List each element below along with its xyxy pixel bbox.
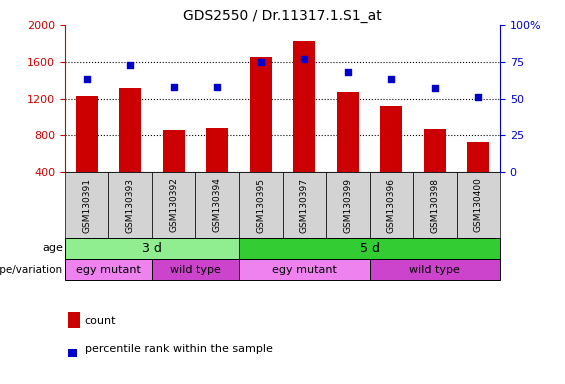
Point [82, 76, 92, 83]
Text: GSM130399: GSM130399 [344, 177, 352, 233]
Point [299, 56, 308, 62]
Bar [293, 41, 315, 172]
Bar [108, 172, 152, 238]
Bar [152, 172, 195, 238]
Text: GSM130393: GSM130393 [126, 177, 134, 233]
Bar [206, 128, 228, 172]
Title: GDS2550 / Dr.11317.1.S1_at: GDS2550 / Dr.11317.1.S1_at [183, 8, 382, 23]
Point [343, 69, 353, 75]
Text: egy mutant: egy mutant [272, 265, 337, 275]
Bar [65, 259, 152, 280]
Text: GSM130397: GSM130397 [300, 177, 308, 233]
Bar [467, 142, 489, 172]
Text: GSM130395: GSM130395 [257, 177, 265, 233]
Text: GSM130396: GSM130396 [387, 177, 396, 233]
Text: GSM130392: GSM130392 [170, 177, 178, 232]
Point [431, 85, 440, 91]
Bar [239, 238, 500, 259]
Text: wild type: wild type [409, 265, 460, 275]
Bar [413, 172, 457, 238]
Text: GSM130400: GSM130400 [474, 177, 483, 232]
Bar [424, 129, 446, 172]
Point [257, 59, 266, 65]
Bar [370, 259, 500, 280]
Text: GSM130398: GSM130398 [431, 177, 439, 233]
Point [170, 84, 179, 90]
Text: 5 d: 5 d [359, 242, 380, 255]
Bar [326, 172, 370, 238]
Point [126, 62, 135, 68]
Text: GSM130391: GSM130391 [82, 177, 91, 233]
Bar [239, 172, 282, 238]
Text: 3 d: 3 d [142, 242, 162, 255]
Bar [65, 238, 239, 259]
Text: age: age [42, 243, 63, 253]
Bar [457, 172, 500, 238]
Bar [282, 172, 326, 238]
Bar [65, 172, 108, 238]
Point [473, 94, 483, 100]
Text: percentile rank within the sample: percentile rank within the sample [85, 344, 273, 354]
Bar [250, 57, 272, 172]
Text: egy mutant: egy mutant [76, 265, 141, 275]
Bar [370, 172, 413, 238]
Bar [239, 259, 370, 280]
Bar [337, 92, 359, 172]
Bar [152, 259, 239, 280]
Text: wild type: wild type [170, 265, 221, 275]
Text: genotype/variation: genotype/variation [0, 265, 63, 275]
Bar [163, 130, 185, 172]
Bar [195, 172, 239, 238]
Text: count: count [85, 316, 116, 326]
Bar [76, 96, 98, 172]
Bar [380, 106, 402, 172]
Text: GSM130394: GSM130394 [213, 177, 221, 232]
Bar [119, 88, 141, 172]
Point [212, 84, 221, 90]
Point [386, 76, 396, 83]
